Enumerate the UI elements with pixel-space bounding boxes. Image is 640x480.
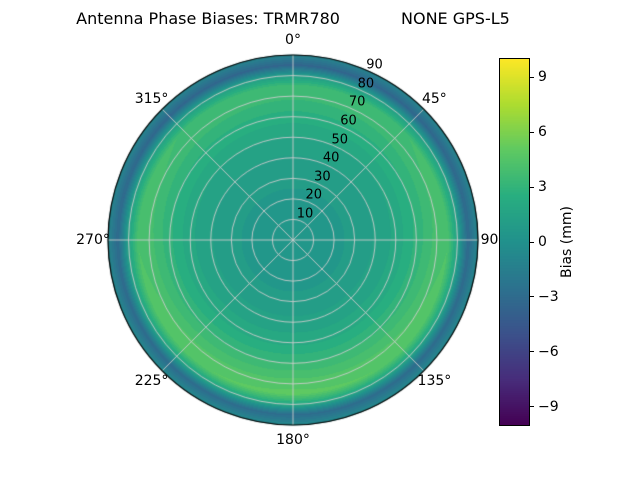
colorbar-tickmark <box>530 296 534 298</box>
radial-tick-label: 90 <box>366 57 383 73</box>
colorbar-tick-label: 3 <box>538 179 547 196</box>
colorbar-tickmark <box>530 76 534 78</box>
radial-tick-label: 80 <box>357 76 375 92</box>
colorbar-tick-label: −9 <box>538 398 559 415</box>
colorbar-axis-label: Bias (mm) <box>559 205 575 279</box>
theta-tick-label: 45° <box>421 90 447 107</box>
theta-tick-label: 180° <box>276 432 310 448</box>
radial-tick-label: 30 <box>314 169 331 185</box>
radial-tick-label: 50 <box>331 132 349 148</box>
radial-tick-label: 10 <box>296 206 314 222</box>
colorbar-tickmark <box>530 186 534 188</box>
theta-tick-label: 0° <box>285 32 301 48</box>
colorbar-tick-label: −3 <box>538 288 559 305</box>
theta-tick-label: 270° <box>76 232 110 248</box>
radial-tick-label: 40 <box>322 150 340 166</box>
colorbar-tick-label: 6 <box>538 124 547 141</box>
theta-tick-label: 225° <box>134 373 169 390</box>
theta-tick-label: 315° <box>134 90 169 107</box>
radial-tick-label: 20 <box>305 187 323 203</box>
colorbar-tick-label: 9 <box>538 69 547 86</box>
radial-tick-label: 70 <box>348 94 366 110</box>
radial-tick-label: 60 <box>340 113 357 129</box>
colorbar <box>499 58 530 426</box>
colorbar-tickmark <box>530 131 534 133</box>
chart-title: Antenna Phase Biases: TRMR780 NONE GPS-L… <box>76 9 510 28</box>
theta-tick-label: 135° <box>417 373 452 390</box>
colorbar-tickmark <box>530 406 534 408</box>
polar-heatmap-plot <box>103 50 483 430</box>
colorbar-tick-label: −6 <box>538 343 559 360</box>
colorbar-tickmark <box>530 351 534 353</box>
colorbar-tick-label: 0 <box>538 234 547 250</box>
colorbar-tickmark <box>530 241 534 243</box>
